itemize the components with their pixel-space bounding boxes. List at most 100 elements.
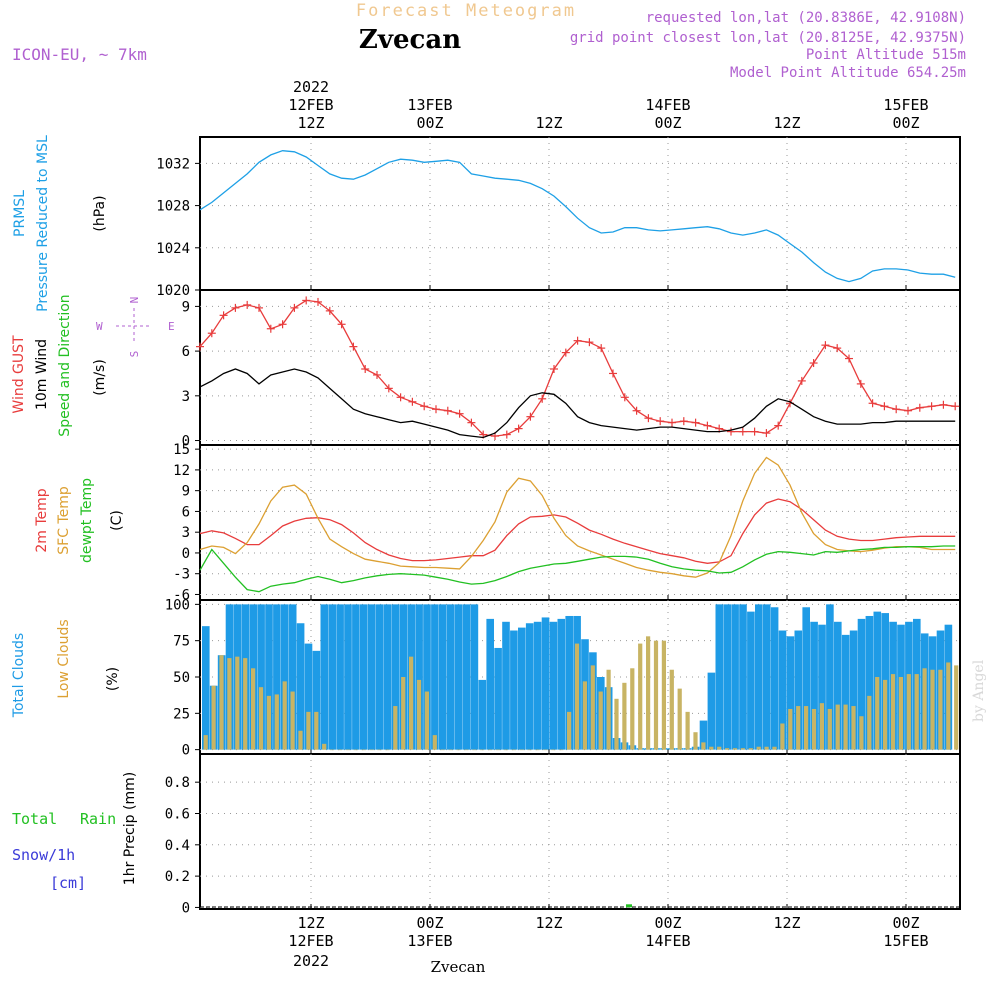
top-time-date: 14FEB [645, 96, 690, 114]
y-tick-label: 12 [173, 463, 190, 479]
panel-label: PRMSL [12, 190, 28, 237]
prmsl-line [199, 150, 956, 283]
low-cloud-bar [401, 677, 406, 750]
low-cloud-bar [922, 668, 927, 750]
low-cloud-bar [432, 735, 437, 750]
y-tick-label: 0 [182, 900, 190, 916]
total-cloud-bar [786, 636, 795, 750]
y-tick-label: 0.4 [165, 838, 190, 854]
low-cloud-bar [859, 716, 864, 750]
low-cloud-bar [369, 749, 374, 751]
total-cloud-bar [352, 604, 360, 750]
low-cloud-bar [906, 674, 911, 750]
y-tick-label: 1028 [156, 199, 190, 215]
panel-unit: (m/s) [92, 359, 108, 396]
low-cloud-bar [211, 685, 216, 750]
panel-frame [199, 136, 961, 291]
low-cloud-bar [638, 643, 643, 750]
y-tick-label: 3 [182, 389, 190, 405]
low-cloud-bar [519, 749, 524, 751]
low-cloud-bar [725, 748, 730, 750]
low-cloud-bar [677, 688, 682, 750]
low-cloud-bar [266, 695, 271, 750]
low-cloud-bar [582, 681, 587, 750]
bottom-time-hour: 00Z [892, 914, 919, 932]
panel-label: Wind GUST [11, 335, 27, 414]
top-time-date: 13FEB [407, 96, 452, 114]
top-time-hour: 00Z [654, 114, 681, 132]
bottom-time-hour: 00Z [416, 914, 443, 932]
low-cloud-bar [614, 698, 619, 750]
panel-label: SFC Temp [56, 486, 72, 555]
total-cloud-bar [367, 604, 376, 750]
panel-unit: (hPa) [92, 195, 108, 231]
low-cloud-bar [598, 691, 603, 750]
total-cloud-bar [739, 604, 747, 750]
bottom-time-date: 14FEB [645, 932, 690, 950]
low-cloud-bar [361, 749, 366, 751]
low-cloud-bar [527, 749, 532, 751]
low-cloud-bar [282, 681, 287, 750]
total-cloud-bar [328, 604, 336, 750]
low-cloud-bar [495, 749, 501, 751]
panel-frame [199, 753, 961, 910]
low-cloud-bar [290, 691, 295, 750]
y-tick-label: 25 [173, 706, 190, 722]
y-tick-label: -6 [173, 587, 190, 603]
low-cloud-bar [251, 668, 256, 750]
low-cloud-bar [606, 669, 611, 750]
low-cloud-bar [574, 643, 580, 750]
chart-title: Zvecan [359, 25, 461, 55]
total-cloud-bar [273, 604, 281, 750]
y-tick-label: 1024 [156, 241, 190, 257]
total-cloud-bar [549, 621, 558, 750]
low-cloud-bar [717, 746, 722, 750]
total-cloud-bar [533, 621, 542, 750]
y-tick-label: 6 [182, 504, 190, 520]
low-cloud-bar [345, 749, 350, 751]
low-cloud-bar [480, 749, 485, 751]
panel-temperature: -6 -3 0 3 6 9 12 15 2m Temp SFC Temp dewpt Temp (C) [34, 442, 961, 603]
total-cloud-bar [502, 621, 510, 750]
y-tick-label: 0 [182, 743, 190, 759]
total-cloud-bar [518, 627, 526, 750]
top-time-hour: 12Z [297, 114, 324, 132]
low-cloud-bar [867, 695, 872, 750]
total-cloud-bar [202, 626, 210, 750]
top-time-date: 12FEB [288, 96, 333, 114]
low-cloud-bar [748, 748, 753, 750]
total-cloud-bar [360, 604, 368, 750]
total-cloud-bar [423, 604, 431, 750]
low-cloud-bar [622, 682, 627, 750]
low-cloud-bar [938, 669, 943, 750]
dewpt-line [199, 545, 956, 593]
low-cloud-bar [456, 749, 461, 751]
panel-frame [199, 289, 961, 446]
top-time-hour: 12Z [773, 114, 800, 132]
total-cloud-bar [865, 615, 874, 750]
y-tick-label: 50 [173, 670, 190, 686]
top-time-hour: 00Z [416, 114, 443, 132]
y-tick-label: 9 [182, 299, 190, 315]
total-cloud-bar [849, 630, 858, 750]
total-cloud-bar [391, 604, 400, 750]
total-cloud-bar [320, 604, 329, 750]
low-cloud-bar [804, 706, 809, 750]
low-cloud-bar [448, 749, 453, 751]
low-cloud-bar [385, 749, 390, 751]
low-cloud-bar [740, 748, 745, 750]
total-cloud-bar [486, 618, 494, 750]
total-cloud-bar [770, 607, 779, 750]
low-cloud-bar [646, 636, 651, 750]
low-cloud-bar [472, 749, 477, 751]
low-cloud-bar [788, 708, 793, 750]
y-tick-label: 0 [182, 434, 190, 450]
panel-label: 2m Temp [34, 488, 50, 552]
y-tick-label: 100 [165, 597, 190, 613]
model-label: ICON-EU, ~ 7km [12, 45, 147, 64]
total-cloud-bar [375, 604, 384, 750]
total-cloud-bar [478, 679, 487, 750]
low-cloud-bar [306, 711, 311, 750]
panel-unit: 1hr Precip (mm) [122, 772, 138, 885]
low-cloud-bar [330, 749, 335, 751]
